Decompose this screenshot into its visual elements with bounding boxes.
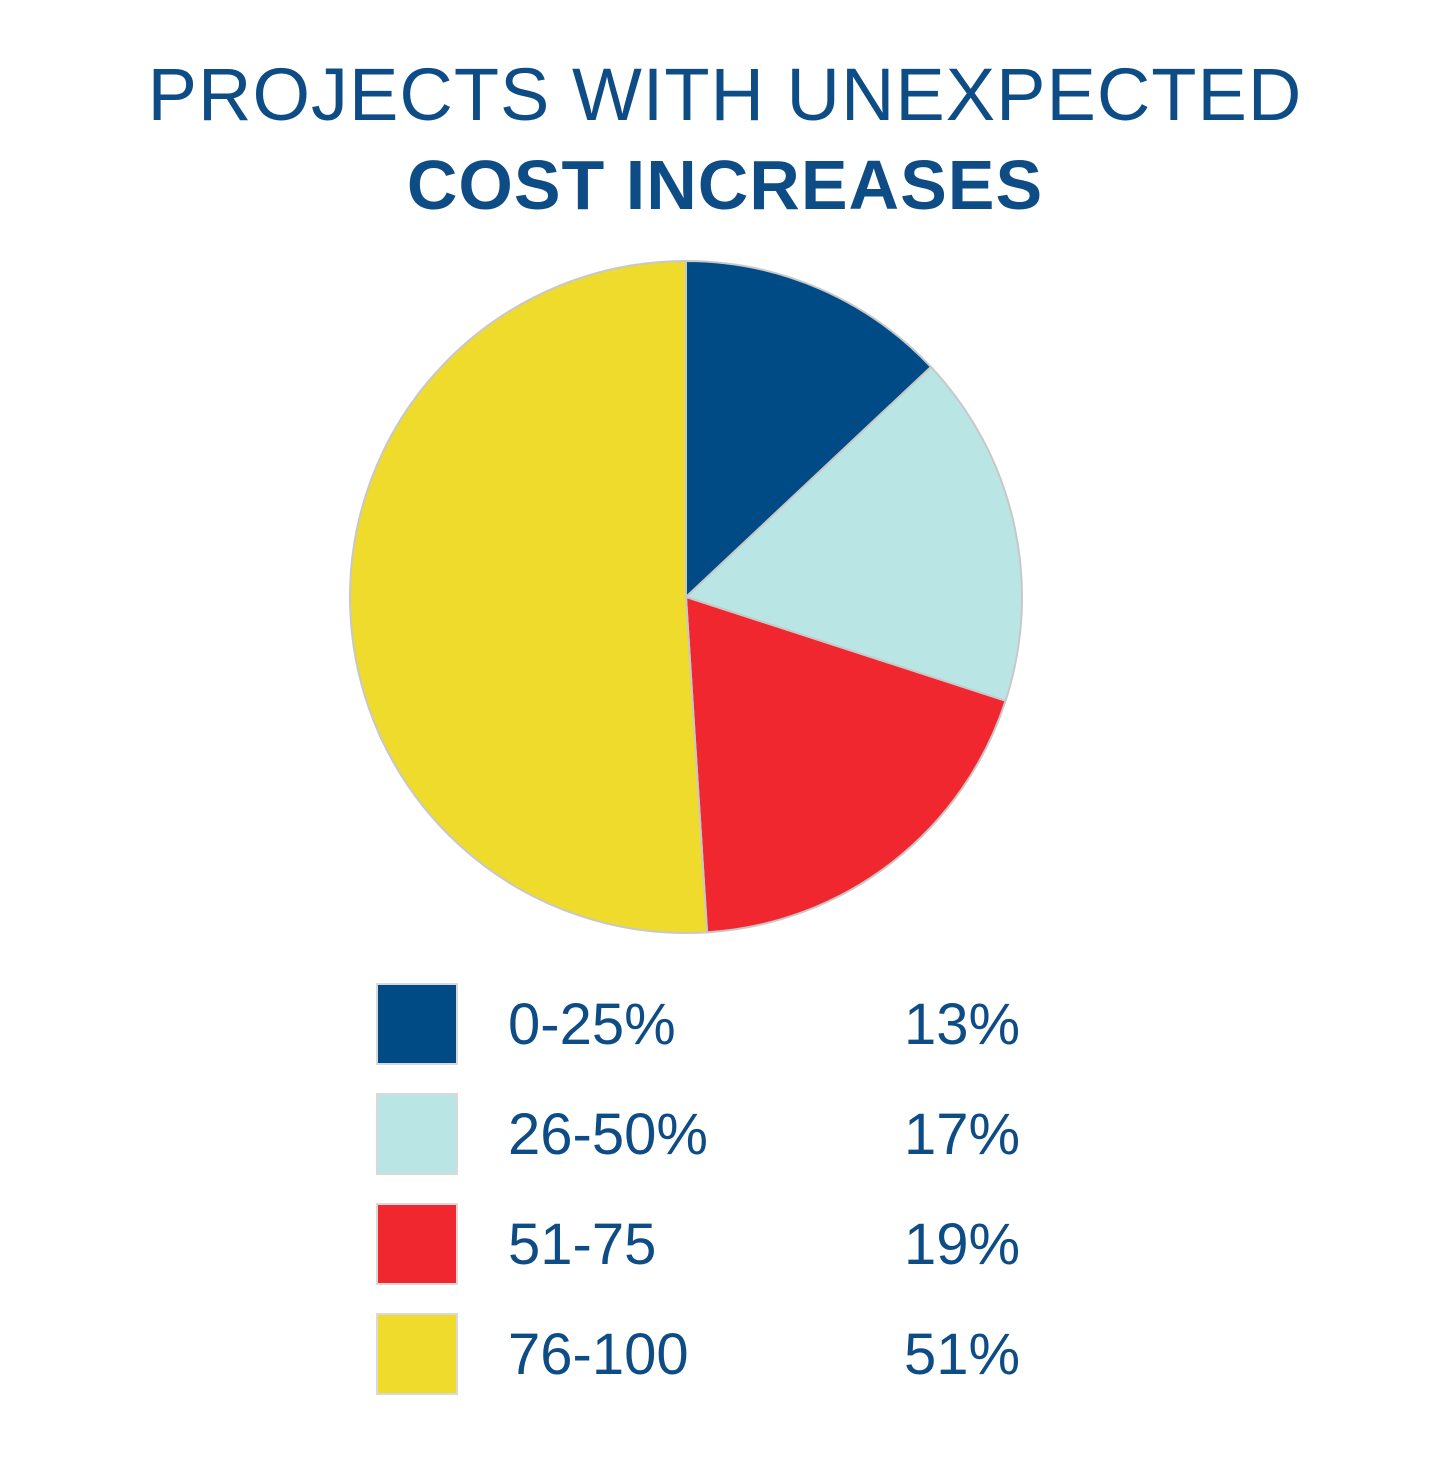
legend-swatch [376, 1093, 458, 1175]
legend-value: 17% [904, 1102, 1021, 1167]
legend-value: 51% [904, 1322, 1021, 1387]
legend-label: 0-25% [508, 992, 676, 1057]
chart-title-line1: PROJECTS WITH UNEXPECTED [147, 53, 1303, 136]
pie-slice-51-75 [685, 596, 1007, 934]
pie-slice-0-25 [685, 260, 932, 598]
pie-chart [349, 260, 1023, 934]
legend-label: 51-75 [508, 1212, 657, 1277]
legend-item: 51-75 19% [376, 1203, 1076, 1313]
legend-swatch [376, 1313, 458, 1395]
legend-item: 76-100 51% [376, 1313, 1076, 1423]
legend-item: 26-50% 17% [376, 1093, 1076, 1203]
legend-swatch [376, 983, 458, 1065]
chart-title-line2: COST INCREASES [406, 146, 1044, 224]
legend-value: 19% [904, 1212, 1021, 1277]
legend-value: 13% [904, 992, 1021, 1057]
legend-label: 76-100 [508, 1322, 689, 1387]
legend-item: 0-25% 13% [376, 983, 1076, 1093]
legend-swatch [376, 1203, 458, 1285]
legend-label: 26-50% [508, 1102, 708, 1167]
pie-slice-26-50 [685, 365, 1023, 702]
legend: 0-25% 13% 26-50% 17% 51-75 19% 76-100 51… [376, 983, 1076, 1423]
pie-slice-76-100 [349, 260, 709, 934]
